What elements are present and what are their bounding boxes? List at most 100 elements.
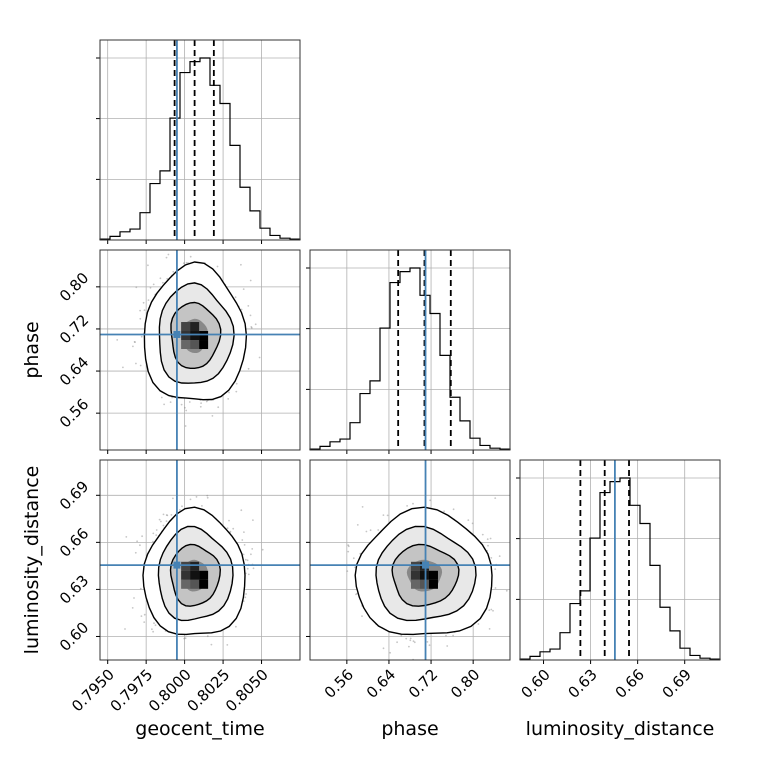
scatter-point — [488, 609, 491, 611]
histogram-luminosity_distance — [519, 477, 721, 660]
scatter-point — [162, 513, 165, 516]
scatter-point — [165, 520, 168, 522]
scatter-point — [356, 524, 359, 526]
scatter-point — [143, 621, 146, 623]
scatter-point — [413, 641, 416, 644]
scatter-point — [494, 587, 497, 589]
scatter-point — [412, 640, 415, 643]
density-block — [419, 570, 429, 580]
scatter-point — [134, 551, 137, 554]
y-tick-label: 0.64 — [56, 353, 92, 389]
scatter-point — [169, 401, 172, 403]
scatter-point — [217, 406, 220, 409]
histogram-phase — [309, 267, 511, 450]
scatter-point — [140, 615, 143, 617]
x-tick-label: 0.60 — [517, 666, 553, 702]
truth-marker — [422, 561, 430, 569]
scatter-point — [365, 530, 368, 533]
x-axis-label-phase: phase — [381, 718, 438, 740]
density-block — [181, 322, 191, 332]
scatter-point — [226, 644, 229, 646]
scatter-point — [165, 514, 168, 516]
scatter-point — [188, 401, 191, 403]
scatter-point — [152, 532, 155, 535]
scatter-point — [149, 286, 152, 289]
scatter-point — [488, 628, 491, 630]
y-tick-label: 0.66 — [56, 524, 92, 560]
scatter-point — [172, 270, 175, 273]
x-tick-label: 0.66 — [612, 666, 648, 702]
scatter-point — [246, 559, 249, 562]
scatter-point — [116, 339, 119, 341]
scatter-point — [185, 409, 188, 412]
scatter-point — [347, 550, 350, 553]
scatter-point — [244, 596, 247, 599]
scatter-point — [135, 362, 137, 365]
panel-axes — [96, 459, 301, 664]
scatter-point — [139, 309, 142, 312]
scatter-point — [245, 593, 248, 595]
scatter-point — [125, 536, 128, 538]
scatter-point — [228, 519, 230, 522]
scatter-point — [158, 518, 161, 521]
scatter-panel-geocent_time-luminosity_distance — [100, 460, 300, 668]
scatter-point — [249, 314, 252, 317]
x-tick-label: 0.69 — [659, 666, 695, 702]
scatter-point — [512, 530, 514, 532]
density-block — [199, 570, 209, 580]
y-tick-label: 0.72 — [56, 311, 92, 347]
scatter-point — [139, 544, 141, 547]
scatter-point — [355, 593, 357, 596]
scatter-point — [226, 527, 229, 530]
density-block — [419, 579, 429, 589]
scatter-point — [249, 279, 252, 282]
scatter-point — [181, 505, 183, 508]
scatter-point — [160, 520, 162, 523]
scatter-point — [240, 263, 242, 266]
scatter-point — [400, 634, 403, 637]
x-tick-label: 0.8050 — [222, 666, 272, 716]
scatter-point — [228, 391, 230, 394]
scatter-point — [354, 566, 356, 569]
scatter-point — [206, 496, 209, 499]
scatter-point — [477, 623, 480, 625]
density-block — [190, 340, 200, 350]
scatter-point — [216, 265, 219, 268]
truth-marker — [173, 561, 181, 569]
scatter-point — [143, 613, 146, 616]
scatter-point — [179, 509, 181, 511]
scatter-point — [205, 400, 208, 403]
scatter-point — [258, 356, 261, 359]
y-tick-label: 0.80 — [56, 269, 92, 305]
density-block — [181, 570, 191, 580]
scatter-point — [490, 608, 493, 611]
scatter-point — [184, 248, 186, 250]
scatter-point — [347, 544, 350, 547]
scatter-point — [201, 666, 203, 668]
scatter-point — [195, 496, 198, 498]
panel-frame — [519, 459, 721, 661]
scatter-point — [240, 509, 243, 512]
scatter-point — [162, 524, 165, 527]
scatter-point — [131, 607, 134, 609]
scatter-panel-phase-luminosity_distance — [310, 460, 514, 660]
scatter-point — [251, 548, 254, 550]
scatter-point — [254, 323, 257, 326]
scatter-point — [162, 281, 164, 284]
panel-frame — [99, 39, 301, 241]
scatter-point — [405, 637, 408, 640]
scatter-point — [163, 403, 166, 406]
scatter-point — [377, 529, 380, 531]
hist-panel-luminosity_distance — [516, 459, 721, 664]
scatter-point — [242, 288, 245, 290]
scatter-point — [135, 286, 138, 289]
scatter-point — [429, 499, 431, 502]
scatter-point — [152, 630, 155, 633]
scatter-point — [446, 645, 449, 647]
scatter-point — [201, 505, 203, 507]
scatter-point — [250, 327, 253, 329]
scatter-point — [250, 553, 252, 556]
density-block — [181, 340, 191, 350]
scatter-point — [155, 529, 158, 531]
scatter-point — [250, 326, 253, 328]
